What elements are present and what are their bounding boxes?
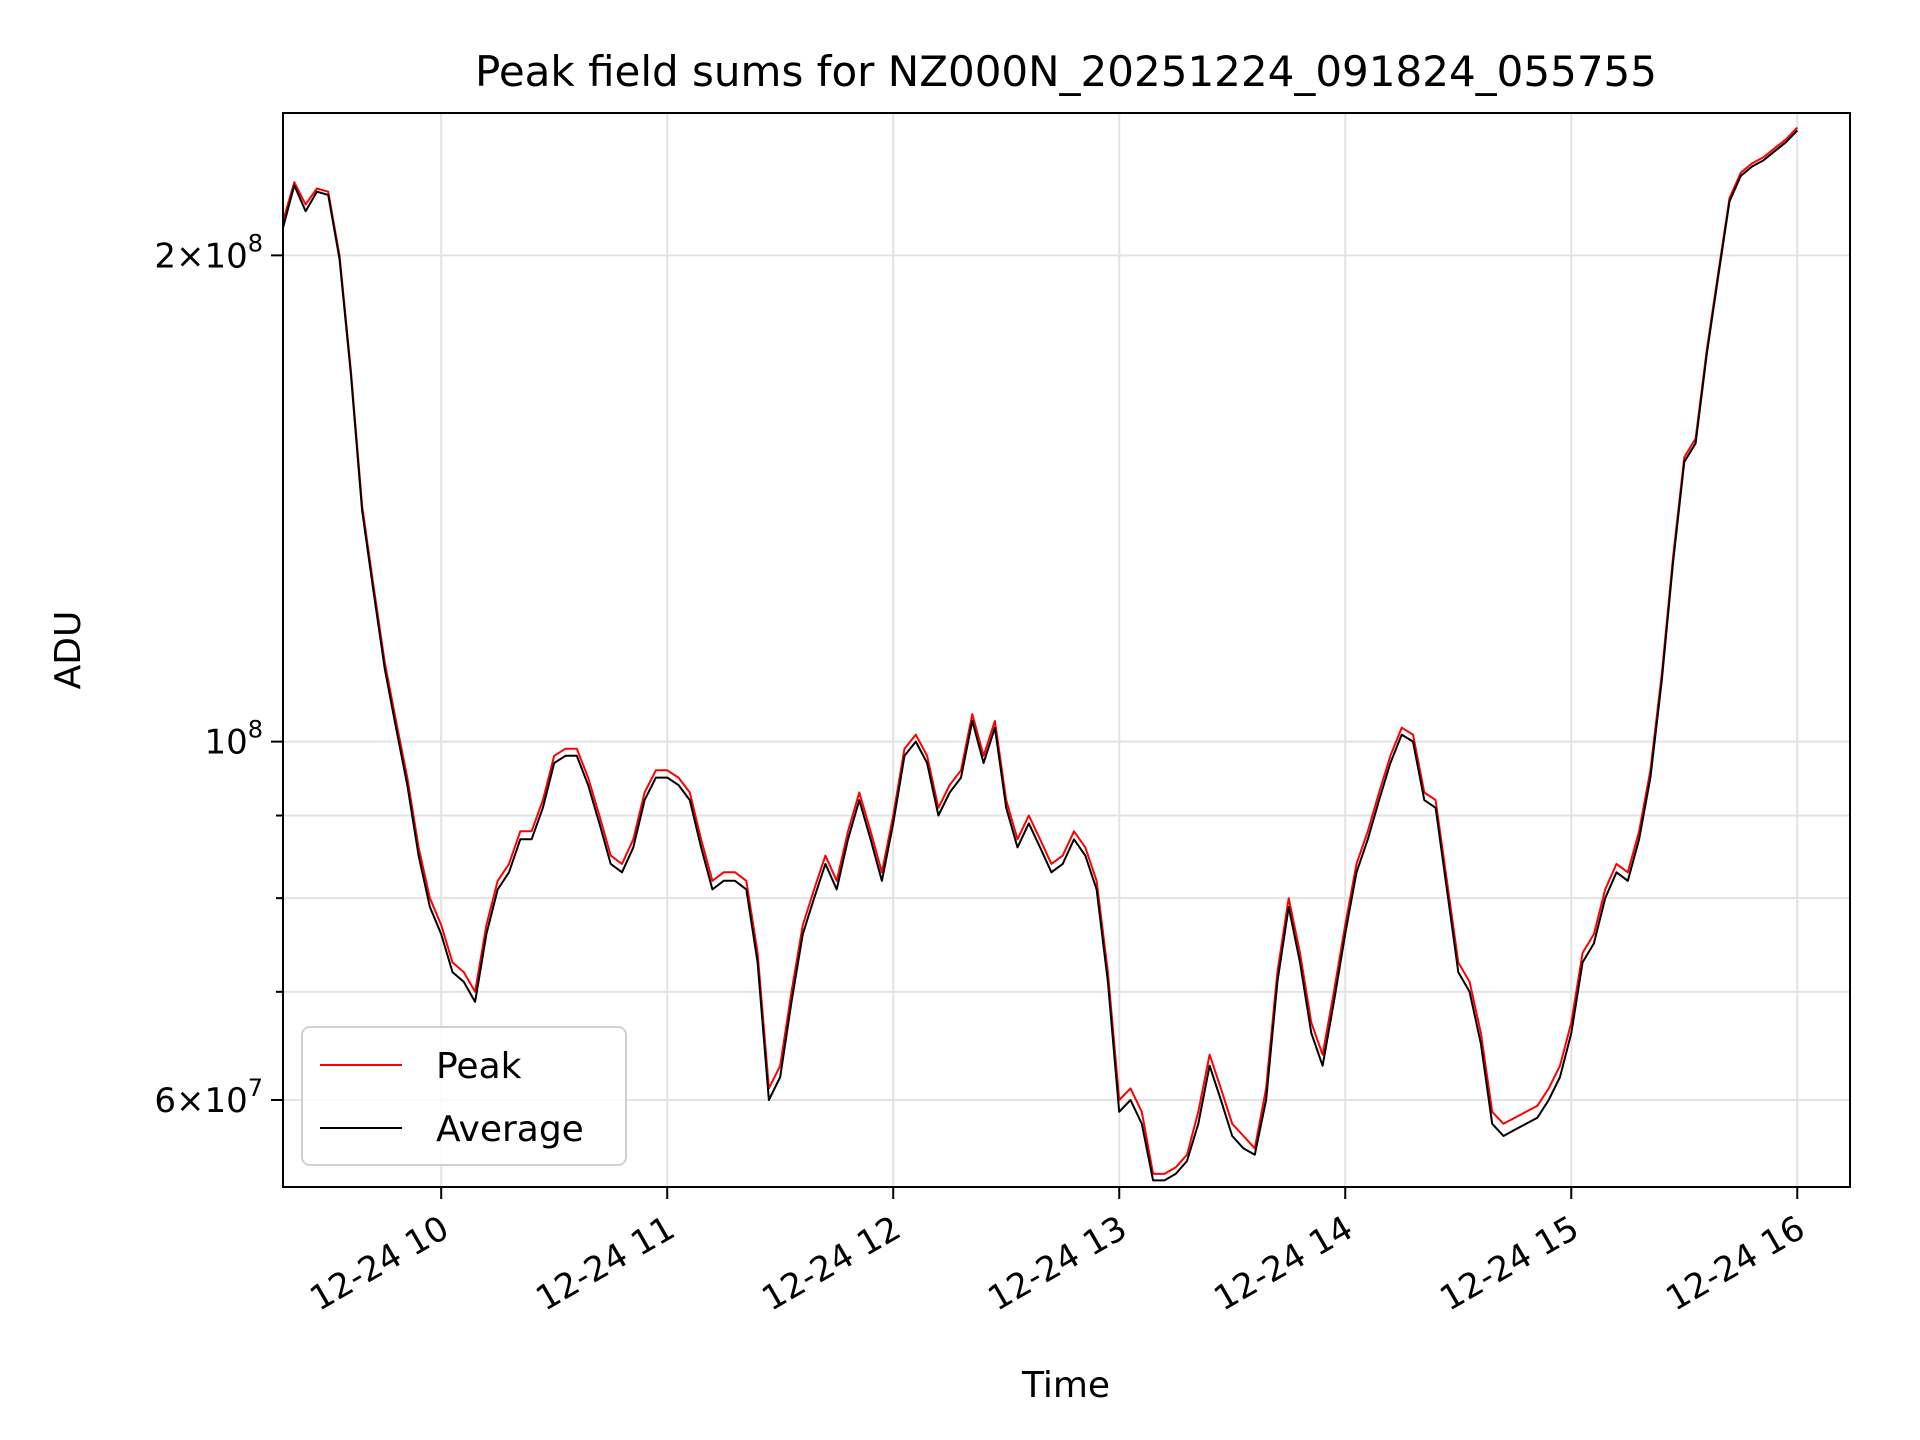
y-tick-label: 108 xyxy=(204,716,263,763)
y-axis-label: ADU xyxy=(48,611,89,690)
plot-frame xyxy=(282,112,1851,1188)
y-tick-label: 6×107 xyxy=(154,1074,263,1121)
y-axis: 6×107 108 2×108 xyxy=(154,229,283,1121)
series-line-peak xyxy=(283,126,1799,1175)
y-tick-label: 2×108 xyxy=(154,229,263,276)
legend: Peak Average xyxy=(301,1026,627,1166)
chart-title: Peak field sums for NZ000N_20251224_0918… xyxy=(475,47,1657,96)
legend-box xyxy=(301,1026,627,1166)
series-line-average xyxy=(283,129,1799,1182)
legend-label-average: Average xyxy=(436,1109,584,1150)
legend-label-peak: Peak xyxy=(436,1046,522,1087)
series-lines xyxy=(283,126,1799,1182)
x-axis-label: Time xyxy=(1021,1365,1110,1406)
